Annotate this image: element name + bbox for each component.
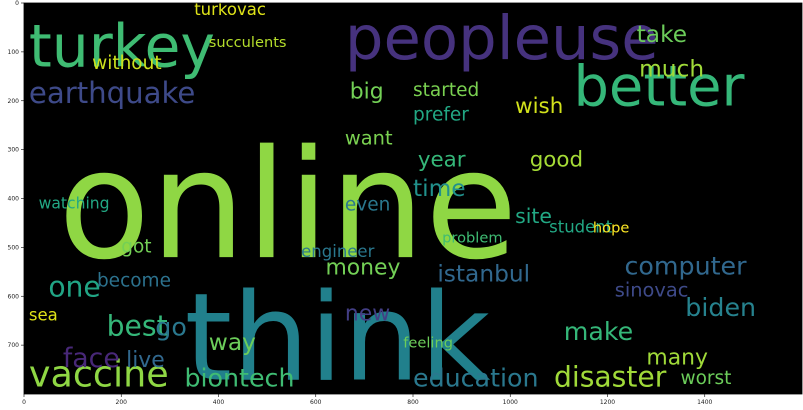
word-wish: wish bbox=[515, 94, 563, 119]
y-tick-label: 300 bbox=[8, 147, 20, 154]
word-even: even bbox=[345, 195, 390, 216]
word-hope: hope bbox=[593, 220, 629, 237]
x-tick-label: 1000 bbox=[503, 399, 518, 406]
word-face: face bbox=[63, 343, 120, 374]
word-prefer: prefer bbox=[413, 104, 469, 125]
word-turkey: turkey bbox=[29, 13, 215, 81]
word-way: way bbox=[209, 329, 256, 356]
y-tick-label: 600 bbox=[8, 293, 20, 300]
word-problem: problem bbox=[442, 229, 502, 246]
x-tick-label: 200 bbox=[116, 399, 128, 406]
word-sinovac: sinovac bbox=[615, 278, 689, 301]
word-student: student bbox=[549, 218, 613, 237]
word-earthquake: earthquake bbox=[29, 76, 196, 110]
word-succulents: succulents bbox=[209, 34, 287, 51]
word-peopleuse: peopleuse bbox=[345, 4, 659, 74]
word-new: new bbox=[345, 302, 390, 327]
word-watching: watching bbox=[39, 194, 110, 212]
word-sea: sea bbox=[29, 306, 58, 325]
word-site: site bbox=[515, 204, 552, 228]
y-tick-label: 500 bbox=[8, 244, 20, 251]
word-vaccine: vaccine bbox=[29, 353, 169, 396]
word-disaster: disaster bbox=[554, 361, 667, 394]
y-tick-label: 0 bbox=[15, 0, 19, 7]
word-go: go bbox=[155, 312, 187, 341]
word-make: make bbox=[564, 317, 633, 346]
word-better: better bbox=[573, 55, 744, 120]
word-think: think bbox=[184, 266, 491, 408]
word-money: money bbox=[325, 255, 400, 280]
x-tick-label: 800 bbox=[407, 399, 419, 406]
word-big: big bbox=[350, 79, 384, 104]
word-got: got bbox=[121, 236, 151, 257]
word-time: time bbox=[413, 175, 466, 202]
y-tick-label: 100 bbox=[8, 49, 20, 56]
x-tick-label: 1400 bbox=[697, 399, 712, 406]
word-many: many bbox=[646, 346, 708, 371]
word-online: online bbox=[58, 117, 518, 293]
word-feeling: feeling bbox=[403, 335, 453, 352]
plot-background bbox=[24, 3, 802, 394]
word-worst: worst bbox=[680, 368, 731, 389]
word-become: become bbox=[97, 270, 171, 291]
word-without: without bbox=[92, 53, 162, 74]
x-tick-label: 600 bbox=[310, 399, 322, 406]
word-education: education bbox=[413, 364, 539, 393]
word-turkovac: turkovac bbox=[194, 0, 266, 19]
word-year: year bbox=[418, 148, 466, 173]
word-istanbul: istanbul bbox=[437, 261, 530, 288]
word-biontech: biontech bbox=[184, 364, 294, 393]
x-tick-label: 0 bbox=[22, 399, 26, 406]
y-tick-label: 400 bbox=[8, 196, 20, 203]
word-take: take bbox=[637, 21, 687, 48]
word-engineer: engineer bbox=[301, 242, 374, 261]
y-tick-label: 200 bbox=[8, 98, 20, 105]
word-started: started bbox=[413, 80, 479, 101]
word-one: one bbox=[48, 270, 100, 303]
word-best: best bbox=[107, 309, 168, 342]
word-biden: biden bbox=[685, 293, 756, 322]
word-computer: computer bbox=[625, 251, 748, 280]
y-tick-label: 700 bbox=[8, 342, 20, 349]
word-good: good bbox=[530, 148, 583, 173]
x-tick-label: 400 bbox=[213, 399, 225, 406]
word-live: live bbox=[126, 348, 165, 373]
word-much: much bbox=[639, 55, 704, 82]
x-tick-label: 1200 bbox=[600, 399, 615, 406]
axes-layer: 0 200 400 600 800 1000 1200 1400 0 100 200 300 400 50… bbox=[8, 0, 803, 406]
word-want: want bbox=[345, 127, 393, 150]
